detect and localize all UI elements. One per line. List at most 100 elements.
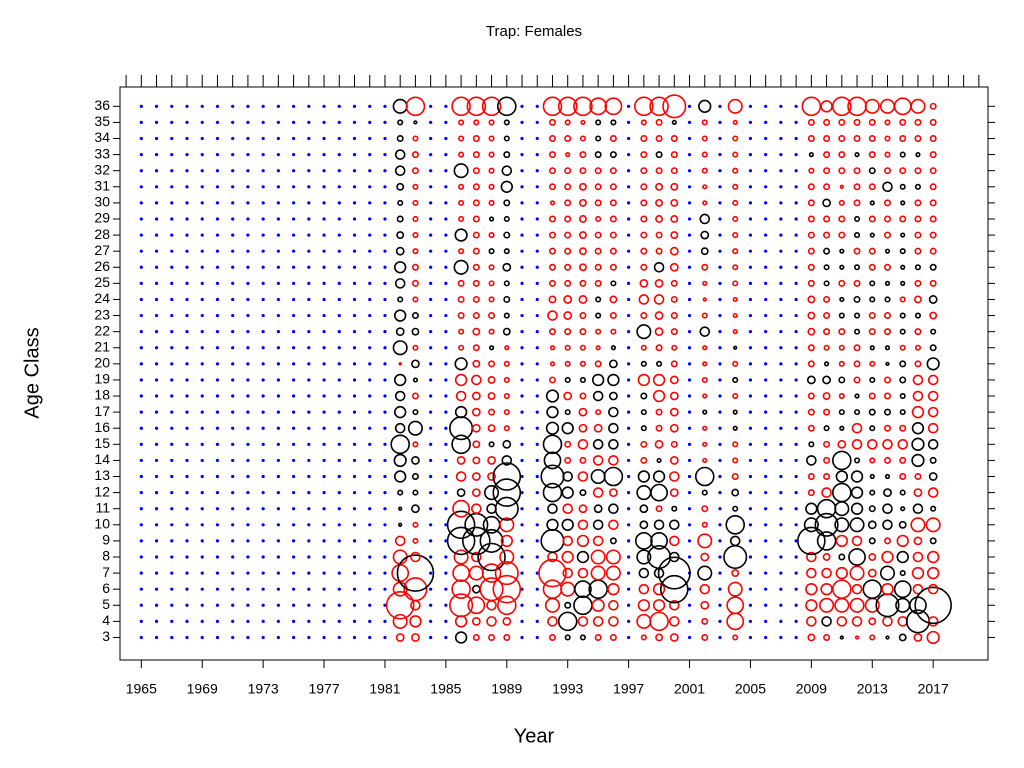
empty-cell	[383, 426, 387, 430]
bubble	[472, 633, 480, 641]
empty-cell	[215, 571, 220, 575]
empty-cell	[200, 619, 204, 623]
empty-cell	[185, 587, 189, 591]
empty-cell	[292, 442, 296, 446]
bubble	[838, 360, 845, 367]
empty-cell	[200, 313, 204, 318]
empty-cell	[627, 442, 631, 446]
bubble	[546, 518, 559, 531]
bubble	[864, 98, 880, 114]
empty-cell	[444, 233, 448, 237]
bubble	[548, 167, 556, 175]
empty-cell	[687, 507, 692, 511]
bubble	[807, 327, 816, 336]
empty-cell	[170, 169, 174, 173]
y-tick-label: 26	[94, 258, 110, 274]
empty-cell	[337, 346, 341, 350]
bubble	[701, 617, 709, 625]
empty-cell	[627, 571, 631, 575]
empty-cell	[779, 297, 783, 302]
empty-cell	[764, 265, 768, 269]
empty-cell	[718, 313, 722, 318]
empty-cell	[444, 265, 448, 269]
bubble	[547, 616, 558, 627]
bubble	[853, 312, 861, 319]
empty-cell	[718, 491, 722, 495]
bubble	[637, 470, 651, 483]
empty-cell	[368, 201, 372, 205]
bubble	[669, 616, 680, 627]
bubble	[590, 549, 606, 565]
empty-cell	[794, 185, 798, 189]
bubble	[500, 534, 513, 548]
empty-cell	[246, 555, 250, 559]
bubble	[898, 520, 907, 529]
bubble	[853, 135, 861, 143]
bubble	[807, 247, 815, 255]
bubble	[564, 376, 571, 383]
bubble	[839, 264, 845, 270]
empty-cell	[794, 313, 798, 318]
empty-cell	[687, 474, 692, 479]
bubble	[547, 503, 558, 515]
empty-cell	[231, 491, 235, 495]
empty-cell	[352, 458, 357, 463]
bubble	[488, 296, 495, 303]
y-tick-label: 19	[94, 371, 110, 387]
empty-cell	[627, 136, 631, 141]
bubble	[392, 549, 408, 565]
empty-cell	[748, 458, 753, 463]
empty-cell	[200, 136, 204, 141]
empty-cell	[779, 394, 783, 398]
x-tick-label: 1969	[187, 681, 218, 697]
empty-cell	[429, 362, 433, 366]
empty-cell	[444, 378, 448, 382]
empty-cell	[429, 120, 433, 125]
empty-cell	[429, 458, 433, 463]
bubble	[471, 407, 481, 417]
empty-cell	[352, 619, 357, 623]
empty-cell	[276, 523, 280, 527]
bubble	[502, 439, 512, 449]
empty-cell	[154, 539, 159, 543]
empty-cell	[215, 330, 220, 334]
empty-cell	[535, 474, 539, 479]
empty-cell	[368, 507, 372, 511]
bubble	[731, 569, 740, 578]
empty-cell	[215, 442, 220, 446]
empty-cell	[246, 265, 250, 269]
empty-cell	[276, 507, 280, 511]
bubble	[488, 280, 495, 287]
y-tick-label: 4	[102, 612, 110, 628]
empty-cell	[794, 555, 798, 559]
empty-cell	[779, 523, 783, 527]
bubble	[488, 408, 496, 416]
empty-cell	[352, 426, 357, 430]
bubble	[589, 97, 608, 116]
bubble	[900, 264, 906, 270]
empty-cell	[535, 635, 539, 640]
empty-cell	[200, 442, 204, 446]
empty-cell	[292, 458, 296, 463]
empty-cell	[307, 201, 311, 205]
empty-cell	[322, 619, 326, 623]
bubble	[471, 391, 481, 401]
empty-cell	[276, 346, 280, 350]
bubble	[929, 231, 937, 239]
empty-cell	[627, 603, 631, 607]
bubble	[471, 374, 482, 386]
bubble	[912, 390, 924, 402]
bubble	[868, 135, 876, 143]
empty-cell	[215, 120, 220, 125]
empty-cell	[322, 539, 326, 543]
x-tick-label: 2005	[735, 681, 766, 697]
empty-cell	[337, 571, 341, 575]
bubble	[561, 550, 574, 564]
empty-cell	[383, 362, 387, 366]
bubble	[549, 361, 556, 367]
bubble	[412, 199, 419, 206]
empty-cell	[764, 539, 768, 543]
empty-cell	[154, 458, 159, 463]
bubble	[669, 519, 680, 531]
y-tick-label: 32	[94, 161, 110, 177]
